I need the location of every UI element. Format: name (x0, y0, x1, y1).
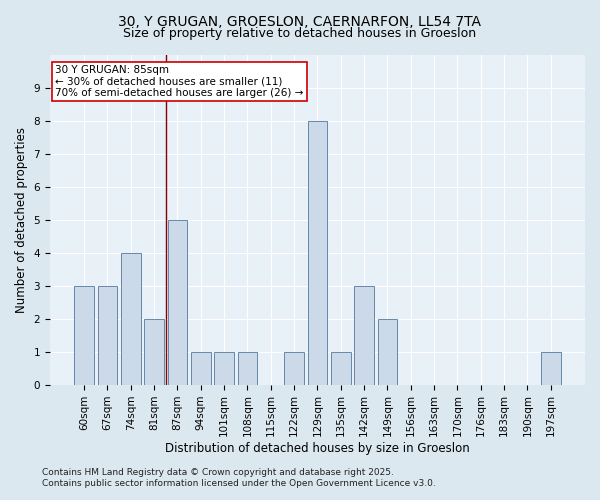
Bar (331, 352, 350, 384)
Bar (308, 121, 328, 384)
Bar (74, 286, 94, 384)
Bar (144, 318, 164, 384)
Text: Size of property relative to detached houses in Groeslon: Size of property relative to detached ho… (124, 28, 476, 40)
Bar (167, 220, 187, 384)
Bar (284, 352, 304, 384)
Bar (98, 286, 118, 384)
Bar (121, 253, 141, 384)
Text: 30 Y GRUGAN: 85sqm
← 30% of detached houses are smaller (11)
70% of semi-detache: 30 Y GRUGAN: 85sqm ← 30% of detached hou… (55, 65, 304, 98)
Text: 30, Y GRUGAN, GROESLON, CAERNARFON, LL54 7TA: 30, Y GRUGAN, GROESLON, CAERNARFON, LL54… (119, 15, 482, 29)
Bar (377, 318, 397, 384)
Bar (191, 352, 211, 384)
Bar (214, 352, 234, 384)
Text: Contains HM Land Registry data © Crown copyright and database right 2025.
Contai: Contains HM Land Registry data © Crown c… (42, 468, 436, 487)
Bar (354, 286, 374, 384)
Bar (541, 352, 560, 384)
X-axis label: Distribution of detached houses by size in Groeslon: Distribution of detached houses by size … (165, 442, 470, 455)
Y-axis label: Number of detached properties: Number of detached properties (15, 127, 28, 313)
Bar (238, 352, 257, 384)
